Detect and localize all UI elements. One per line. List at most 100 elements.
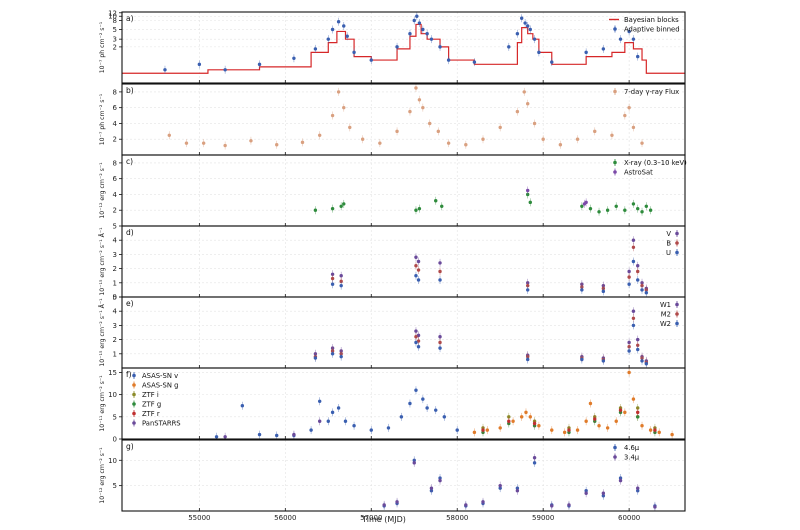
data-point [163,68,167,72]
y-tick-label: 12 [108,9,117,17]
data-point [429,486,434,490]
data-point [434,408,438,412]
panel-2: c) 2 4 6 8 10⁻¹² erg cm⁻² s⁻¹ X-ray (0.3–10 ke… [99,154,687,227]
y-tick-label: 4 [113,308,118,316]
data-point [330,27,335,32]
data-point [342,105,346,110]
data-point [472,430,477,435]
data-point [352,423,356,428]
data-point [601,491,606,495]
panel-label: f) [126,370,132,379]
data-point [515,31,520,36]
y-tick-label: 15 [108,369,117,377]
data-point [412,18,416,23]
panel-label: b) [126,86,134,95]
data-point [336,406,341,410]
data-point [644,291,649,295]
legend-label: ZTF g [142,401,161,409]
legend-label: ASAS-SN v [142,372,178,380]
data-point [184,141,189,145]
x-tick-label: 58000 [446,514,468,522]
y-tick-label: 3 [113,322,117,330]
y-axis-label: 10⁻⁷ ph cm⁻² s⁻¹ [99,93,106,145]
panel-label: a) [126,14,134,23]
data-point [339,354,343,359]
data-point [580,204,584,208]
data-point [507,45,511,49]
data-point [507,419,511,423]
data-point [343,419,348,423]
data-point [223,435,227,439]
data-point [627,370,631,375]
legend: Bayesian blocks Adaptive binned [609,16,680,34]
data-point [528,200,532,205]
data-point [275,433,279,438]
data-point [636,347,640,352]
data-point [330,352,335,356]
data-point [627,345,631,349]
data-point [648,428,653,432]
data-point [597,210,601,214]
legend-swatch [675,312,679,316]
legend-swatch [675,321,679,326]
y-axis-label: 10⁻¹² erg cm⁻² s⁻¹ [99,162,106,219]
data-point [408,109,412,114]
data-point [636,206,640,211]
data-point [415,14,419,18]
data-point [414,340,418,345]
data-point [653,428,657,432]
data-point [523,21,527,25]
data-point [429,37,434,41]
data-point [313,47,318,51]
data-point [636,415,640,419]
data-point [414,208,418,212]
data-point [414,274,418,278]
data-point [610,133,614,137]
data-point [601,359,606,363]
data-point [326,419,330,423]
data-point [631,397,636,401]
data-point [631,238,636,242]
data-point [623,410,627,415]
data-point [223,68,227,72]
y-tick-label: 6 [113,104,118,112]
data-point [550,60,554,64]
data-point [330,276,335,281]
y-tick-label: 6 [113,175,118,183]
legend-label: 7-day γ-ray Flux [624,88,679,96]
panel-frame [121,11,686,84]
data-point [438,346,442,350]
legend-swatch [132,373,136,378]
data-point [515,109,520,114]
data-point [532,456,537,460]
y-tick-label: 10 [108,13,117,21]
data-point [438,269,442,274]
data-point [640,359,644,363]
legend-label: Bayesian blocks [624,16,679,24]
data-point [618,478,623,483]
data-point [550,428,554,432]
data-point [644,362,649,366]
data-point [438,278,442,282]
data-point [386,426,391,430]
panel-frame [121,296,686,369]
data-point [348,125,352,130]
data-point [498,426,502,430]
y-tick-label: 0 [113,436,117,444]
data-point [167,133,171,137]
panel-label: c) [126,157,133,166]
data-point [528,27,532,32]
data-point [414,335,418,339]
data-point [631,202,636,206]
data-point [597,423,601,428]
data-point [631,37,636,41]
data-point [640,141,644,145]
data-point [352,50,356,55]
data-point [249,139,253,143]
series-6-0 [382,456,657,510]
legend-label: ZTF r [142,410,160,418]
data-point [575,428,580,432]
data-point [601,47,606,51]
